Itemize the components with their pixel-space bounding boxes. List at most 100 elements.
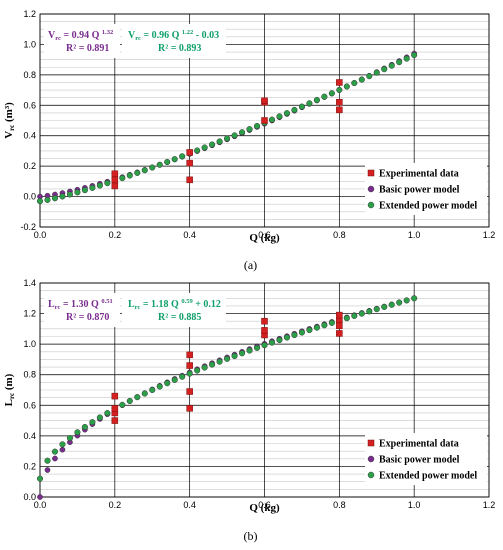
extended-model-point xyxy=(381,66,388,73)
x-tick-label: 1.2 xyxy=(483,500,496,510)
extended-model-point xyxy=(74,189,81,196)
extended-model-point xyxy=(134,169,141,176)
extended-model-point xyxy=(51,448,59,455)
extended-model-equation-r2: R² = 0.893 xyxy=(158,43,201,54)
extended-model-point xyxy=(358,310,365,317)
extended-model-point xyxy=(224,135,231,142)
extended-model-point xyxy=(119,401,126,408)
extended-model-point xyxy=(343,83,350,90)
extended-model-point xyxy=(104,410,111,417)
y-tick-label: 1.2 xyxy=(23,9,36,19)
experimental-point xyxy=(111,182,119,190)
y-tick-label: 0.0 xyxy=(23,492,36,502)
extended-model-point xyxy=(253,122,261,130)
extended-model-point xyxy=(126,397,133,404)
extended-model-point xyxy=(201,144,208,151)
extended-model-point xyxy=(351,312,358,319)
extended-model-point xyxy=(59,441,66,448)
extended-model-point xyxy=(276,113,283,120)
extended-model-point xyxy=(366,308,373,315)
legend-extended-label: Extended power model xyxy=(379,201,477,212)
y-tick-label: 0.0 xyxy=(23,192,36,202)
extended-model-point xyxy=(231,352,238,360)
extended-model-point xyxy=(104,180,111,187)
extended-model-point xyxy=(373,306,380,313)
x-tick-label: 0.8 xyxy=(333,230,346,240)
extended-model-point xyxy=(149,164,156,171)
x-axis-label: Q (kg) xyxy=(249,232,280,244)
extended-model-point xyxy=(403,55,410,62)
extended-model-point xyxy=(291,331,298,339)
y-tick-label: 0.6 xyxy=(23,100,36,110)
chart-panel-a: -0.20.00.20.40.60.81.01.20.0 0.2 0.4 0.6 0.8… xyxy=(3,9,495,272)
legend-background xyxy=(365,163,487,215)
extended-model-point xyxy=(141,167,148,174)
extended-model-point xyxy=(59,193,66,200)
extended-model-point xyxy=(141,390,148,397)
experimental-point xyxy=(336,98,343,106)
extended-model-point xyxy=(411,295,418,302)
legend-extended-marker xyxy=(367,471,375,479)
extended-model-point xyxy=(283,334,291,341)
extended-model-point xyxy=(126,172,133,179)
extended-model-point xyxy=(396,59,403,66)
experimental-point xyxy=(186,176,193,184)
extended-model-point xyxy=(388,62,395,69)
extended-model-point xyxy=(291,106,298,113)
extended-model-point xyxy=(36,475,44,482)
y-tick-label: 0.2 xyxy=(23,461,36,471)
experimental-point xyxy=(111,417,119,424)
extended-model-point xyxy=(96,414,103,421)
extended-model-point xyxy=(194,147,201,154)
extended-model-point xyxy=(36,198,44,205)
x-tick-label: 0.6 xyxy=(258,500,271,510)
y-tick-label: 0.2 xyxy=(23,161,36,171)
extended-model-point xyxy=(381,303,388,310)
experimental-point xyxy=(186,388,193,395)
equation-box-basic xyxy=(44,24,120,58)
legend-basic-marker xyxy=(367,185,375,193)
extended-model-point xyxy=(44,457,51,464)
extended-model-point xyxy=(403,297,410,304)
experimental-point xyxy=(261,327,268,334)
extended-model-point xyxy=(194,367,201,374)
extended-model-point xyxy=(253,344,261,351)
basic-model-equation: Lrc = 1.30 Q 0.51 xyxy=(48,298,113,311)
y-axis-label: Vrc (m³) xyxy=(3,102,16,139)
x-tick-label: 0.2 xyxy=(109,500,122,510)
extended-model-point xyxy=(328,90,335,97)
y-tick-label: 0.8 xyxy=(23,70,36,80)
y-tick-label: 1.0 xyxy=(23,339,36,349)
experimental-point xyxy=(186,362,193,369)
extended-model-point xyxy=(96,182,103,189)
extended-model-point xyxy=(388,301,395,308)
experimental-point xyxy=(111,392,119,400)
extended-model-point xyxy=(306,100,313,107)
extended-model-point xyxy=(171,156,178,163)
extended-model-point xyxy=(209,361,216,368)
x-tick-label: 1.2 xyxy=(483,230,496,240)
basic-model-point xyxy=(52,455,58,462)
extended-model-point xyxy=(149,386,156,394)
chart-panel-b: 0.0 0.2 0.4 0.6 0.8 1.0 1.2 1.4 0.0 0.2 0.4 0.6 0.8 1… xyxy=(3,278,495,543)
experimental-point xyxy=(336,311,343,319)
extended-model-point xyxy=(298,103,305,110)
legend-experimental-label: Experimental data xyxy=(379,169,459,180)
legend: Experimental data Basic power model Extend… xyxy=(365,433,487,485)
legend-basic-marker xyxy=(367,455,375,463)
extended-model-point xyxy=(74,429,81,436)
extended-model-point xyxy=(306,327,313,334)
extended-model-point xyxy=(411,52,418,59)
legend-extended-label: Extended power model xyxy=(379,471,477,482)
x-tick-label: 1.0 xyxy=(408,230,421,240)
experimental-point xyxy=(261,97,268,104)
x-tick-label: 0.6 xyxy=(258,230,271,240)
extended-model-point xyxy=(246,347,253,354)
extended-model-point xyxy=(66,434,73,442)
experimental-point xyxy=(336,106,343,114)
extended-model-point xyxy=(351,80,358,87)
panel-caption: (a) xyxy=(244,258,257,272)
extended-model-point xyxy=(239,129,246,136)
basic-model-point xyxy=(59,446,66,453)
